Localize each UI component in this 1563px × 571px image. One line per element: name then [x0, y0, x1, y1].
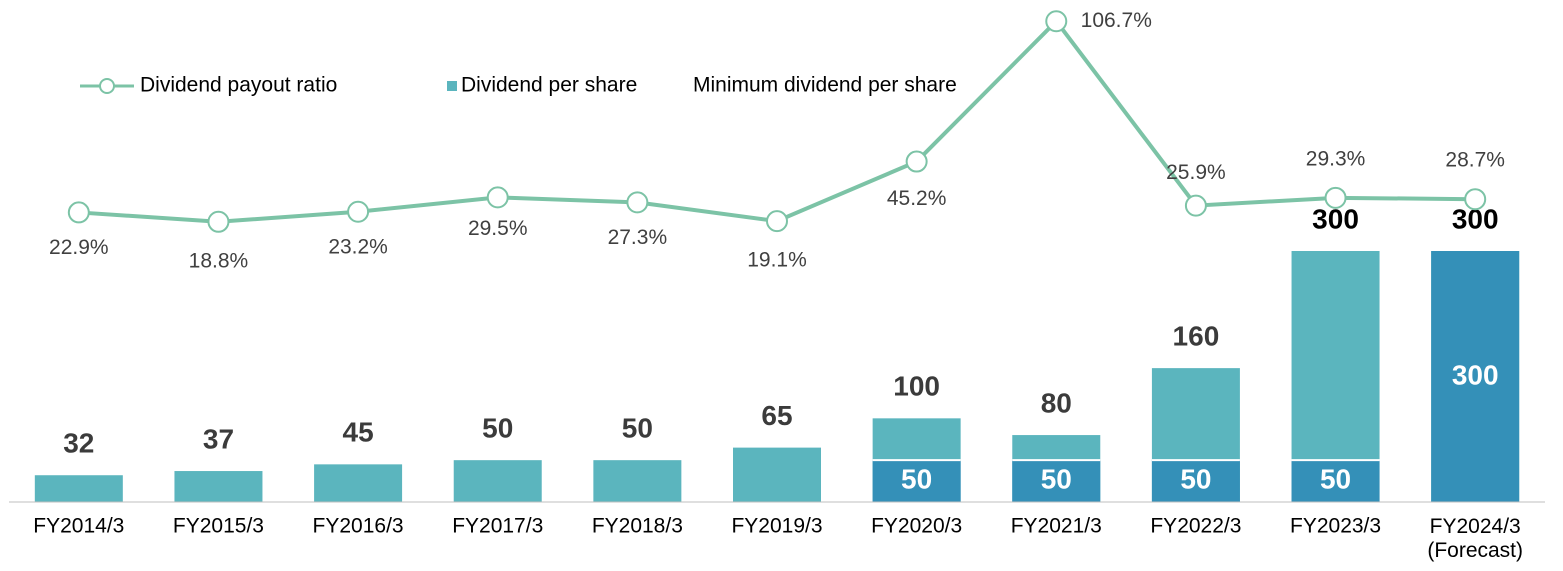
line-value-label: 19.1% [747, 249, 807, 272]
line-marker [1464, 188, 1487, 211]
bar-value-label: 37 [203, 423, 234, 454]
legend-label: Dividend payout ratio [140, 74, 337, 97]
line-marker [1045, 10, 1068, 33]
legend-swatch [447, 81, 457, 91]
line-value-label: 29.3% [1306, 147, 1366, 170]
bar-value-label: 45 [343, 417, 374, 448]
bar [453, 460, 542, 502]
line-value-label: 29.5% [468, 217, 528, 240]
line-marker [1324, 186, 1347, 209]
line-value-label: 45.2% [887, 187, 947, 210]
legend-label: Minimum dividend per share [693, 74, 957, 97]
bar-value-label: 300 [1452, 359, 1499, 390]
x-tick-label: FY2020/3 [871, 515, 962, 538]
line-value-label: 18.8% [189, 249, 249, 272]
bar-value-label: 65 [761, 400, 792, 431]
bar-value-label: 50 [622, 413, 653, 444]
x-tick-label: FY2017/3 [452, 515, 543, 538]
bar-value-label: 50 [1320, 463, 1351, 494]
bar-value-label: 50 [482, 413, 513, 444]
bar [733, 447, 821, 502]
line-marker [905, 150, 928, 173]
x-tick-label: FY2022/3 [1150, 515, 1241, 538]
line-value-label: 27.3% [608, 226, 668, 249]
bar-value-label: 160 [1173, 321, 1220, 352]
line-value-label: 106.7% [1081, 9, 1152, 32]
bar-value-label: 100 [893, 371, 940, 402]
line-marker [766, 210, 788, 233]
bar [1431, 251, 1520, 502]
x-tick-label: FY2014/3 [33, 515, 124, 538]
x-tick-label: FY2015/3 [173, 515, 264, 538]
bar [314, 464, 403, 502]
x-tick-label: FY2016/3 [313, 515, 404, 538]
bar-value-label: 32 [63, 428, 94, 459]
line-marker [67, 201, 90, 224]
x-tick-label: FY2024/3 (Forecast) [1427, 515, 1523, 562]
x-tick-label: FY2023/3 [1290, 515, 1381, 538]
x-tick-label: FY2021/3 [1011, 515, 1102, 538]
bar [872, 460, 961, 502]
x-tick-label: FY2018/3 [592, 515, 683, 538]
line-marker [347, 200, 370, 223]
line-value-label: 28.7% [1445, 149, 1505, 172]
bar [1012, 460, 1101, 502]
bar-value-label: 50 [1041, 463, 1072, 494]
legend-swatch [99, 78, 115, 94]
bar-value-label: 80 [1041, 387, 1072, 418]
line-marker [486, 186, 509, 209]
legend-label: Dividend per share [461, 74, 637, 97]
line [78, 18, 1476, 224]
line-marker [207, 210, 230, 233]
bar [174, 471, 263, 502]
bar-value-label: 50 [901, 463, 932, 494]
line-marker [626, 191, 649, 214]
x-tick-label: FY2019/3 [731, 515, 822, 538]
line-value-label: 22.9% [49, 236, 109, 259]
bar-value-label: 50 [1180, 463, 1211, 494]
line-value-label: 25.9% [1166, 161, 1226, 184]
bar [34, 475, 123, 502]
bar [1291, 460, 1380, 502]
line-marker [1184, 194, 1207, 217]
bar [593, 460, 682, 502]
bar [1151, 460, 1240, 502]
line-value-label: 23.2% [328, 235, 388, 258]
